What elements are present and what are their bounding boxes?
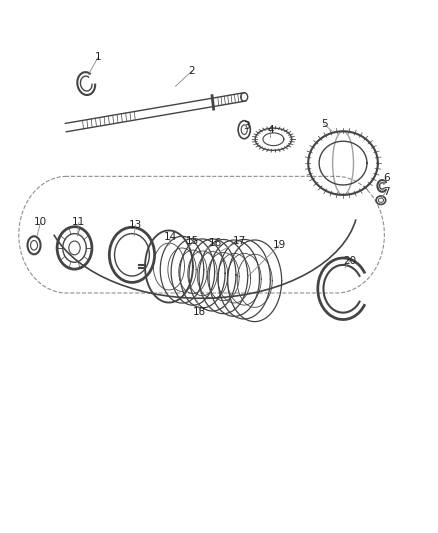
Text: 16: 16 [209, 238, 222, 248]
Text: 7: 7 [383, 187, 389, 197]
Text: 2: 2 [188, 67, 195, 76]
Text: 20: 20 [343, 256, 356, 266]
Text: 15: 15 [186, 236, 200, 246]
Text: 10: 10 [34, 217, 47, 228]
Text: 4: 4 [267, 125, 274, 135]
Text: 18: 18 [193, 306, 206, 317]
Text: 14: 14 [164, 232, 177, 243]
Text: 13: 13 [129, 220, 142, 230]
Text: 11: 11 [72, 217, 85, 228]
Text: 3: 3 [243, 121, 250, 131]
Text: 1: 1 [95, 52, 102, 61]
Text: 5: 5 [321, 119, 328, 130]
Text: 17: 17 [233, 236, 246, 246]
Text: 6: 6 [383, 173, 389, 183]
Text: 19: 19 [272, 240, 286, 251]
